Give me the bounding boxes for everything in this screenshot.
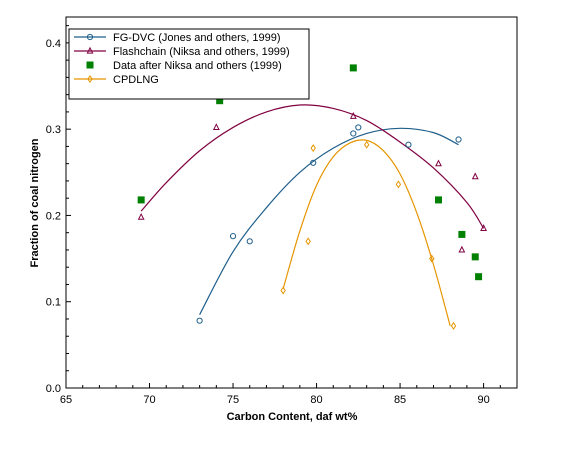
series-1-point: [137, 212, 145, 220]
axis-ticks: 65 70 75 80 85 90 0.0 0.1 0.2 0.3 0.4: [46, 25, 518, 406]
series-0-point: [355, 124, 362, 131]
series-2-point: [475, 273, 483, 281]
data-markers: [137, 64, 488, 330]
legend-box: [68, 28, 310, 100]
series-3-point: [429, 254, 435, 263]
series-1-point: [458, 245, 466, 253]
series-0-point: [246, 238, 253, 245]
series-0-point: [455, 136, 462, 143]
series-2-point: [471, 253, 479, 261]
x-tick-label: 80: [310, 394, 322, 406]
series-3-point: [310, 144, 316, 153]
legend-swatches: [74, 33, 106, 83]
series-1-point: [471, 172, 479, 180]
series-1-point: [349, 112, 357, 119]
series-2-point: [434, 196, 442, 204]
series-0-point: [310, 159, 317, 166]
series-0-point: [405, 141, 412, 148]
x-tick-label: 65: [60, 394, 72, 406]
x-tick-label: 90: [477, 394, 489, 406]
legend: FG-DVC (Jones and others, 1999) Flashcha…: [68, 28, 310, 100]
x-tick-label: 70: [143, 394, 155, 406]
series-3-point: [305, 237, 311, 246]
x-tick-label: 85: [394, 394, 406, 406]
series-3-curve: [282, 139, 451, 327]
legend-label-flashchain: Flashchain (Niksa and others, 1999): [113, 46, 290, 58]
legend-swatch-marker: [87, 75, 93, 83]
legend-swatch-marker: [86, 61, 94, 69]
y-axis-label: Fraction of coal nitrogen: [29, 138, 41, 267]
fit-curves: [140, 104, 485, 327]
series-0-point: [350, 130, 357, 137]
legend-label-cpdlng: CPDLNG: [113, 74, 159, 86]
series-1-curve: [140, 104, 485, 229]
series-2-point: [458, 230, 466, 238]
y-tick-label: 0.0: [46, 383, 61, 395]
x-axis-label: Carbon Content, daf wt%: [227, 411, 358, 423]
y-tick-label: 0.3: [46, 124, 61, 136]
y-tick-label: 0.1: [46, 297, 61, 309]
legend-label-fg-dvc: FG-DVC (Jones and others, 1999): [113, 32, 281, 44]
series-3-point: [395, 180, 402, 189]
legend-swatch-marker: [86, 33, 94, 41]
y-tick-label: 0.4: [46, 38, 61, 50]
series-3-point: [363, 140, 370, 149]
x-tick-label: 75: [227, 394, 239, 406]
series-0-point: [196, 317, 203, 324]
legend-swatch-marker: [86, 46, 94, 54]
y-tick-label: 0.2: [46, 210, 61, 222]
series-3-point: [280, 286, 286, 295]
legend-label-niksa-data: Data after Niksa and others (1999): [113, 60, 282, 72]
series-3-point: [450, 321, 457, 330]
series-2-point: [137, 196, 145, 204]
series-2-point: [349, 64, 357, 72]
series-1-point: [212, 123, 220, 131]
series-1-point: [480, 224, 488, 231]
series-0-point: [229, 233, 237, 240]
series-0-curve: [199, 127, 459, 315]
series-1-point: [435, 159, 442, 167]
